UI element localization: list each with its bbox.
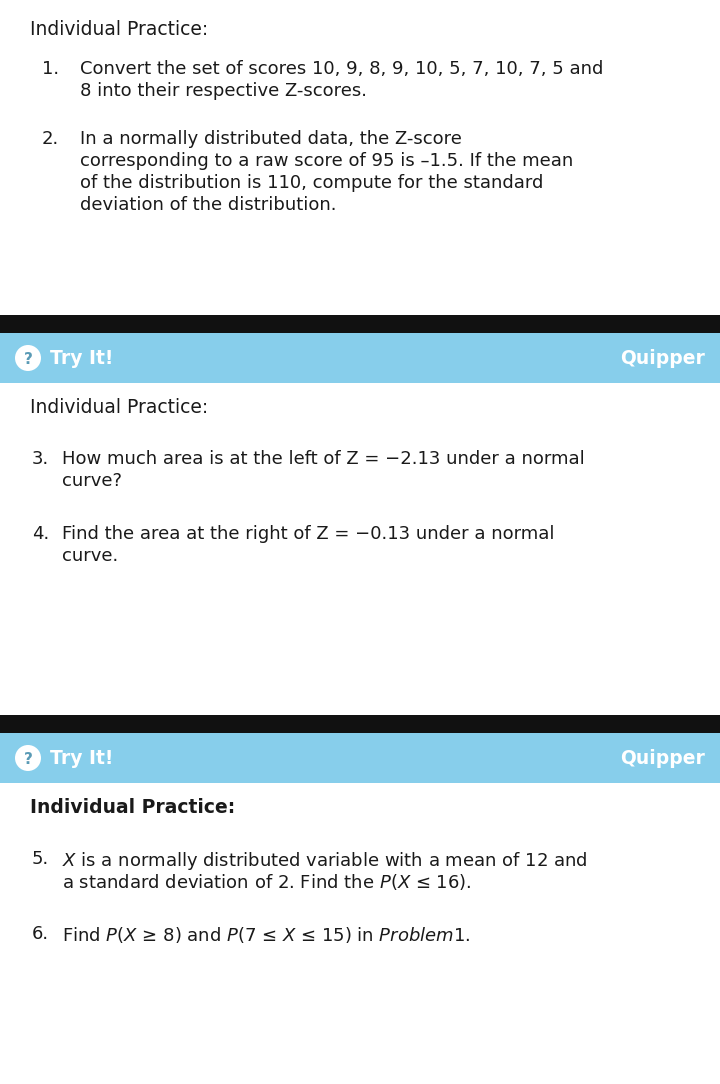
- Text: a standard deviation of 2. Find the $\it{P}$($\it{X}$ ≤ 16).: a standard deviation of 2. Find the $\it…: [62, 872, 472, 892]
- Text: 6.: 6.: [32, 925, 49, 943]
- Text: deviation of the distribution.: deviation of the distribution.: [80, 196, 336, 214]
- Text: Find $\it{P}$($\it{X}$ ≥ 8) and $\it{P}$(7 ≤ $\it{X}$ ≤ 15) in $\it{Problem 1}$.: Find $\it{P}$($\it{X}$ ≥ 8) and $\it{P}$…: [62, 925, 470, 945]
- Text: Individual Practice:: Individual Practice:: [30, 798, 235, 817]
- Text: Quipper: Quipper: [620, 749, 705, 769]
- Text: In a normally distributed data, the Z-score: In a normally distributed data, the Z-sc…: [80, 130, 462, 149]
- Text: How much area is at the left of Z = −2.13 under a normal: How much area is at the left of Z = −2.1…: [62, 450, 585, 468]
- Text: 8 into their respective Z-scores.: 8 into their respective Z-scores.: [80, 82, 367, 100]
- Text: 5.: 5.: [32, 850, 49, 868]
- Text: 2.: 2.: [42, 130, 59, 149]
- Text: Convert the set of scores 10, 9, 8, 9, 10, 5, 7, 10, 7, 5 and: Convert the set of scores 10, 9, 8, 9, 1…: [80, 60, 603, 78]
- Text: curve.: curve.: [62, 547, 118, 565]
- Text: 4.: 4.: [32, 525, 49, 543]
- Text: ?: ?: [24, 751, 32, 766]
- Text: 1.: 1.: [42, 60, 59, 78]
- Text: Try It!: Try It!: [50, 349, 113, 369]
- Text: curve?: curve?: [62, 472, 122, 490]
- Text: Try It!: Try It!: [50, 749, 113, 769]
- Circle shape: [15, 345, 41, 371]
- Bar: [0, 715, 720, 733]
- Bar: [0, 333, 720, 383]
- Text: $\it{X}$ is a normally distributed variable with a mean of 12 and: $\it{X}$ is a normally distributed varia…: [62, 850, 588, 872]
- Text: Individual Practice:: Individual Practice:: [30, 398, 208, 417]
- Text: of the distribution is 110, compute for the standard: of the distribution is 110, compute for …: [80, 175, 544, 192]
- Bar: [0, 733, 720, 783]
- Text: Individual Practice:: Individual Practice:: [30, 20, 208, 39]
- Text: Find the area at the right of Z = −0.13 under a normal: Find the area at the right of Z = −0.13 …: [62, 525, 554, 543]
- Text: corresponding to a raw score of 95 is –1.5. If the mean: corresponding to a raw score of 95 is –1…: [80, 152, 573, 170]
- Text: Quipper: Quipper: [620, 349, 705, 369]
- Bar: [0, 315, 720, 333]
- Text: 3.: 3.: [32, 450, 49, 468]
- Text: ?: ?: [24, 351, 32, 366]
- Circle shape: [15, 745, 41, 771]
